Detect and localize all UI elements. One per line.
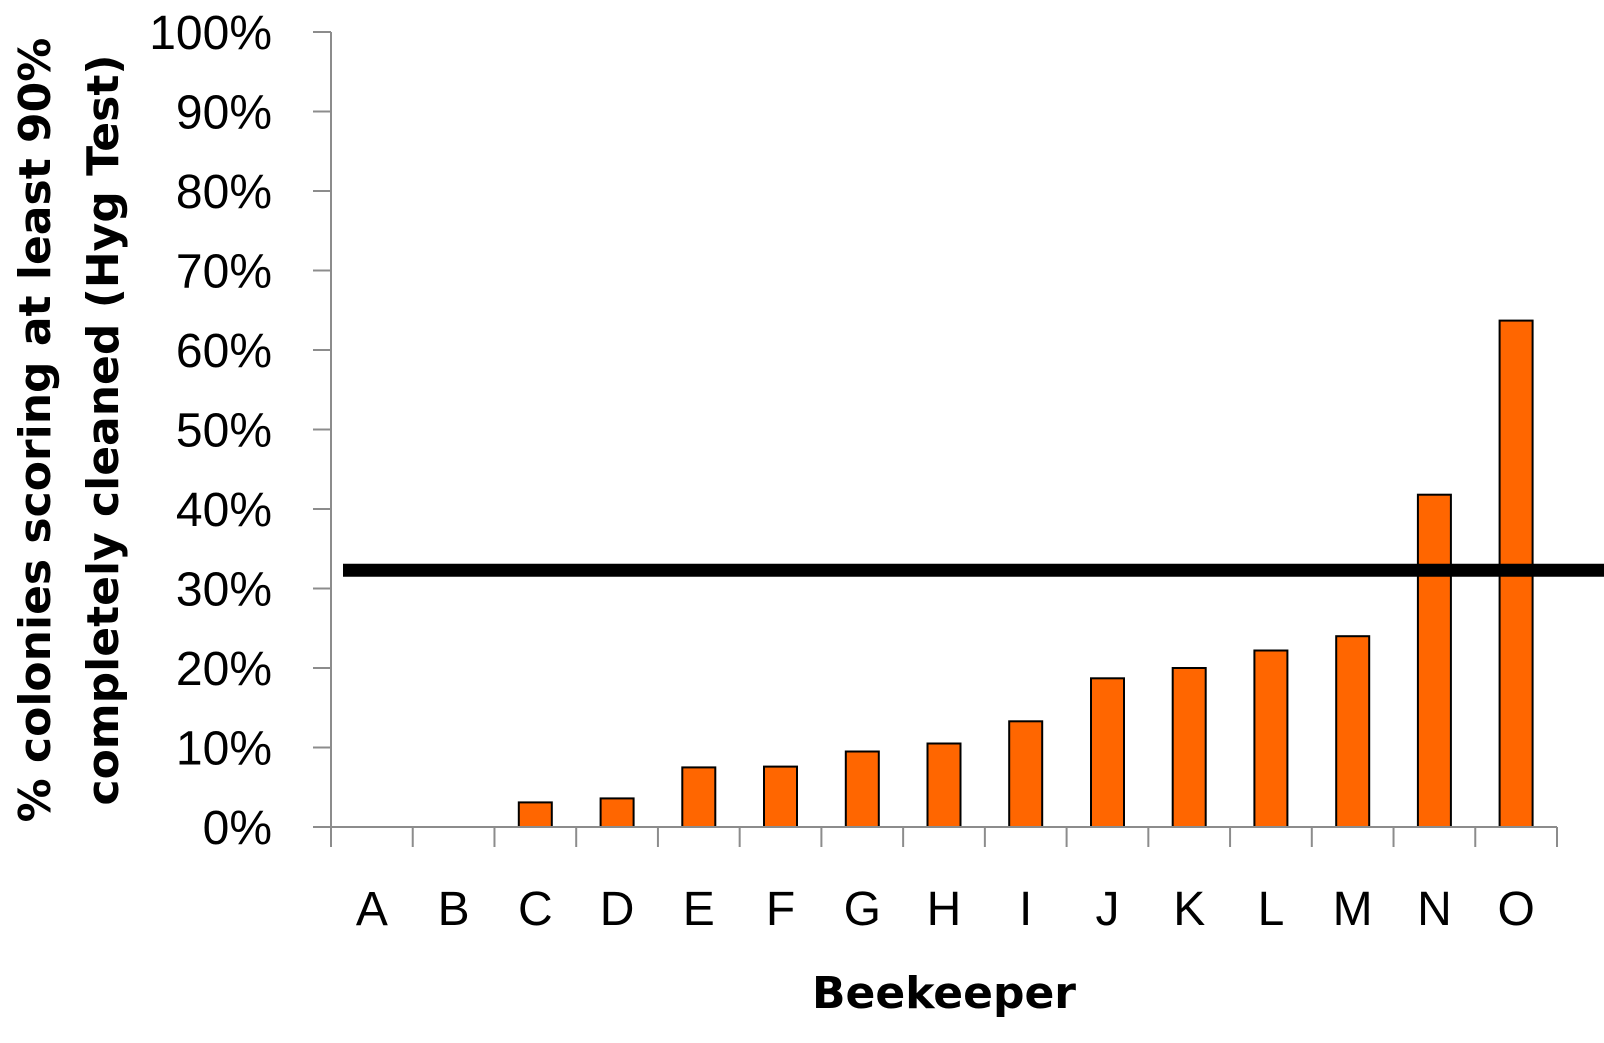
y-axis-title-line-1: % colonies scoring at least 90% (10, 38, 61, 823)
bar-k (1171, 667, 1207, 828)
bar-e (681, 766, 717, 829)
y-tick-label: 80% (176, 166, 272, 219)
y-axis-title-line-2: completely cleaned (Hyg Test) (78, 55, 129, 806)
x-tick-label-h: H (927, 883, 962, 936)
y-tick-label: 90% (176, 87, 272, 140)
bar-c (517, 801, 553, 829)
y-tick-label: 10% (176, 723, 272, 776)
y-tick-label: 60% (176, 325, 272, 378)
x-tick-label-n: N (1417, 883, 1452, 936)
bar-h (926, 742, 962, 828)
bar-g (844, 750, 880, 828)
x-tick-label-f: F (766, 883, 795, 936)
x-tick-label-l: L (1258, 883, 1285, 936)
x-tick-label-b: B (438, 883, 470, 936)
x-axis-title: Beekeeper (812, 968, 1076, 1019)
bar-i (1008, 720, 1044, 828)
bar-n (1416, 493, 1452, 828)
bar-m (1335, 635, 1371, 829)
x-tick-label-j: J (1095, 883, 1119, 936)
x-tick-label-k: K (1173, 883, 1205, 936)
y-tick-label: 40% (176, 484, 272, 537)
y-axis: 0% 10% 20% 30% 40% 50% 60% 70% 80% 90% 100% (149, 7, 332, 855)
x-tick-label-o: O (1497, 883, 1534, 936)
x-tick-label-i: I (1019, 883, 1032, 936)
bars (517, 319, 1534, 829)
y-tick-label: 50% (176, 405, 272, 458)
x-tick-label-g: G (844, 883, 881, 936)
bar-f (763, 765, 798, 828)
y-tick-label: 100% (149, 7, 272, 60)
y-tick-label: 20% (176, 643, 272, 696)
bar-j (1090, 677, 1125, 828)
y-tick-label: 30% (176, 564, 272, 617)
y-tick-label: 0% (203, 802, 272, 855)
y-tick-label: 70% (176, 246, 272, 299)
y-axis-title: % colonies scoring at least 90% complete… (10, 38, 129, 823)
x-tick-label-d: D (600, 883, 635, 936)
x-tick-label-c: C (518, 883, 553, 936)
x-tick-label-m: M (1333, 883, 1373, 936)
bar-l (1253, 649, 1289, 828)
x-tick-label-a: A (356, 883, 388, 936)
x-tick-label-e: E (683, 883, 715, 936)
bar-d (599, 797, 635, 829)
